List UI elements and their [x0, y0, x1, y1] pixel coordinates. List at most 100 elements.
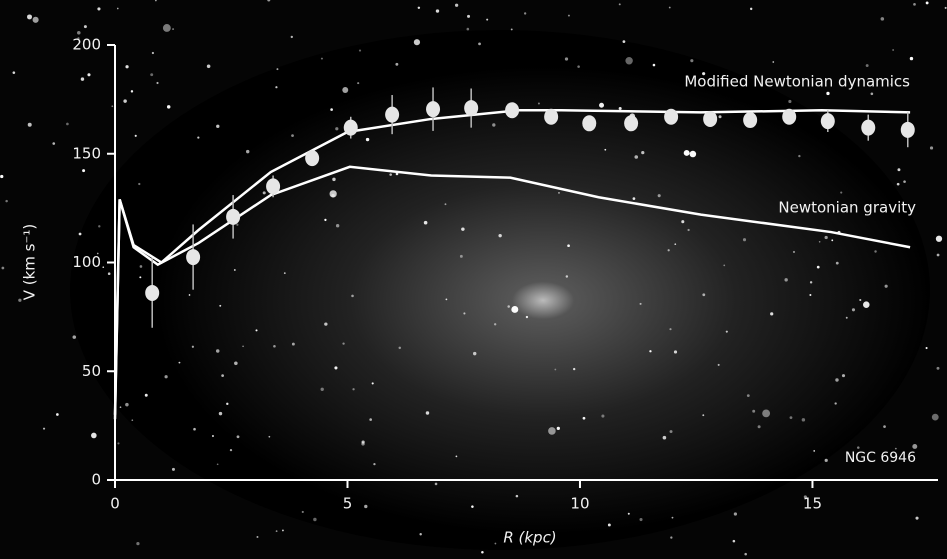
data-point	[505, 102, 519, 118]
star	[33, 17, 39, 23]
star	[426, 411, 429, 414]
star	[897, 168, 900, 171]
star	[334, 366, 337, 369]
star	[511, 28, 513, 30]
star	[352, 388, 354, 390]
star	[0, 175, 3, 178]
star	[455, 4, 458, 7]
y-tick-label: 150	[72, 144, 101, 162]
star	[471, 505, 474, 508]
data-point	[901, 122, 915, 138]
star	[819, 241, 821, 243]
star	[335, 127, 338, 130]
star	[473, 352, 476, 355]
star	[97, 7, 100, 10]
star	[207, 65, 211, 69]
star	[291, 36, 293, 38]
star	[625, 57, 632, 64]
star	[463, 312, 465, 314]
star	[601, 415, 604, 418]
star	[255, 329, 257, 331]
x-tick-label: 5	[343, 495, 353, 513]
star	[481, 551, 484, 554]
star	[226, 403, 228, 405]
star	[669, 328, 671, 330]
data-point	[782, 109, 796, 125]
star	[216, 125, 219, 128]
star	[145, 394, 148, 397]
data-point	[582, 115, 596, 131]
star	[373, 463, 375, 465]
star	[172, 28, 174, 30]
star	[284, 272, 286, 274]
star	[619, 107, 622, 110]
star	[372, 382, 374, 384]
star	[937, 367, 940, 370]
star	[419, 533, 421, 535]
star	[467, 15, 470, 18]
star	[538, 103, 540, 105]
star	[866, 64, 869, 67]
star	[163, 24, 171, 32]
star	[167, 105, 170, 108]
data-point	[664, 109, 678, 125]
star	[723, 265, 725, 267]
star	[526, 316, 528, 318]
star	[212, 435, 214, 437]
star	[910, 57, 913, 60]
galaxy	[70, 30, 930, 550]
star	[498, 234, 501, 237]
data-point	[186, 249, 200, 265]
star	[460, 255, 463, 258]
y-tick-label: 200	[72, 36, 101, 54]
star	[361, 442, 364, 445]
x-axis-label: R (kpc)	[503, 529, 556, 547]
star	[813, 450, 815, 452]
star	[234, 362, 238, 366]
star	[324, 322, 327, 325]
star	[565, 57, 568, 60]
star	[43, 428, 45, 430]
star	[28, 123, 32, 127]
star	[446, 298, 448, 300]
star	[494, 323, 496, 325]
star	[930, 146, 933, 149]
star	[461, 227, 464, 230]
star	[219, 412, 222, 415]
star	[793, 251, 795, 253]
star	[670, 430, 673, 433]
star	[117, 442, 119, 444]
data-point	[344, 120, 358, 136]
star	[324, 219, 326, 221]
star	[883, 425, 886, 428]
star	[568, 15, 570, 17]
star	[263, 191, 266, 194]
star	[516, 495, 519, 498]
star	[5, 200, 7, 202]
star	[123, 99, 126, 102]
star	[583, 417, 586, 420]
star	[193, 428, 196, 431]
star	[640, 303, 642, 305]
star	[236, 224, 238, 226]
star	[548, 427, 556, 435]
star	[744, 553, 747, 556]
star	[237, 435, 240, 438]
data-point	[544, 109, 558, 125]
star	[467, 28, 470, 31]
star	[670, 536, 672, 538]
star	[840, 192, 842, 194]
star	[242, 345, 244, 347]
star	[156, 82, 158, 84]
star	[125, 65, 128, 68]
star	[217, 463, 219, 465]
star	[658, 194, 661, 197]
data-point	[266, 178, 280, 194]
star	[871, 92, 874, 95]
star	[302, 511, 304, 513]
star	[2, 267, 5, 270]
star	[663, 436, 667, 440]
star	[825, 236, 828, 239]
star	[150, 73, 153, 76]
star	[770, 312, 773, 315]
